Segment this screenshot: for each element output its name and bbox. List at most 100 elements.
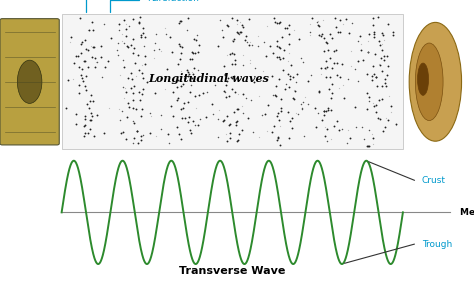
Point [315, 19, 322, 24]
Point [134, 53, 141, 58]
Point [306, 33, 314, 37]
Point [223, 53, 230, 57]
Point [191, 123, 199, 127]
Point [274, 135, 282, 140]
Point [255, 34, 262, 38]
Point [276, 20, 283, 24]
Point [223, 78, 230, 83]
Point [142, 61, 149, 66]
Point [122, 90, 130, 94]
Point [179, 82, 186, 86]
Point [186, 72, 193, 76]
Point [381, 77, 389, 81]
Point [85, 106, 93, 110]
Point [377, 55, 384, 60]
Point [132, 106, 140, 111]
Point [125, 104, 133, 109]
Point [223, 23, 230, 28]
Point [169, 50, 176, 54]
Point [216, 108, 223, 113]
Point [291, 28, 298, 33]
Point [64, 77, 72, 82]
Point [357, 48, 365, 53]
Point [130, 135, 137, 140]
Point [370, 30, 377, 34]
Point [219, 119, 227, 123]
Point [290, 75, 297, 80]
Point [188, 49, 195, 54]
Point [229, 39, 237, 44]
Point [289, 96, 297, 101]
Point [232, 120, 239, 125]
Point [177, 84, 185, 89]
Point [187, 131, 194, 136]
Point [246, 58, 254, 62]
Point [241, 38, 248, 42]
Point [330, 61, 338, 65]
Point [276, 45, 284, 50]
Point [199, 91, 206, 96]
Point [328, 137, 335, 141]
Point [195, 43, 203, 47]
Point [68, 34, 75, 39]
Point [387, 104, 395, 108]
Point [181, 76, 189, 81]
Point [161, 87, 169, 92]
Point [86, 127, 94, 131]
Point [319, 18, 327, 23]
Point [360, 137, 368, 142]
Point [328, 95, 335, 100]
Point [72, 122, 80, 126]
Point [190, 51, 197, 55]
Point [292, 110, 300, 115]
Point [309, 16, 316, 20]
Point [129, 106, 137, 111]
Point [279, 56, 287, 60]
Point [194, 67, 202, 72]
Point [365, 128, 373, 132]
Point [225, 123, 233, 128]
Point [193, 32, 201, 37]
Point [183, 68, 191, 72]
Point [122, 26, 130, 31]
Point [232, 123, 240, 127]
Point [315, 88, 323, 93]
Point [234, 31, 241, 36]
Text: Longitudinal waves: Longitudinal waves [148, 73, 269, 84]
Point [287, 118, 294, 123]
Point [194, 50, 201, 55]
Point [283, 26, 291, 30]
Point [328, 65, 336, 70]
Point [127, 85, 135, 90]
Point [280, 67, 287, 72]
Point [157, 49, 165, 54]
Point [179, 116, 186, 121]
Point [189, 119, 197, 124]
Point [297, 102, 305, 106]
Point [356, 34, 364, 39]
Point [330, 123, 337, 128]
Point [141, 34, 148, 39]
Point [89, 28, 97, 32]
Point [250, 80, 258, 84]
Point [319, 32, 326, 37]
Point [84, 130, 92, 135]
Point [187, 90, 194, 94]
Point [89, 55, 96, 59]
Point [262, 112, 269, 117]
Point [233, 139, 241, 144]
Point [276, 142, 283, 147]
Point [392, 121, 400, 126]
Point [275, 77, 283, 81]
Point [288, 116, 296, 121]
Point [245, 42, 253, 47]
Point [120, 40, 128, 45]
Point [369, 100, 377, 105]
Point [231, 52, 238, 56]
Point [368, 78, 376, 82]
Point [128, 77, 136, 82]
Point [163, 67, 171, 72]
Point [191, 66, 198, 71]
Point [248, 43, 255, 47]
Point [179, 106, 186, 110]
